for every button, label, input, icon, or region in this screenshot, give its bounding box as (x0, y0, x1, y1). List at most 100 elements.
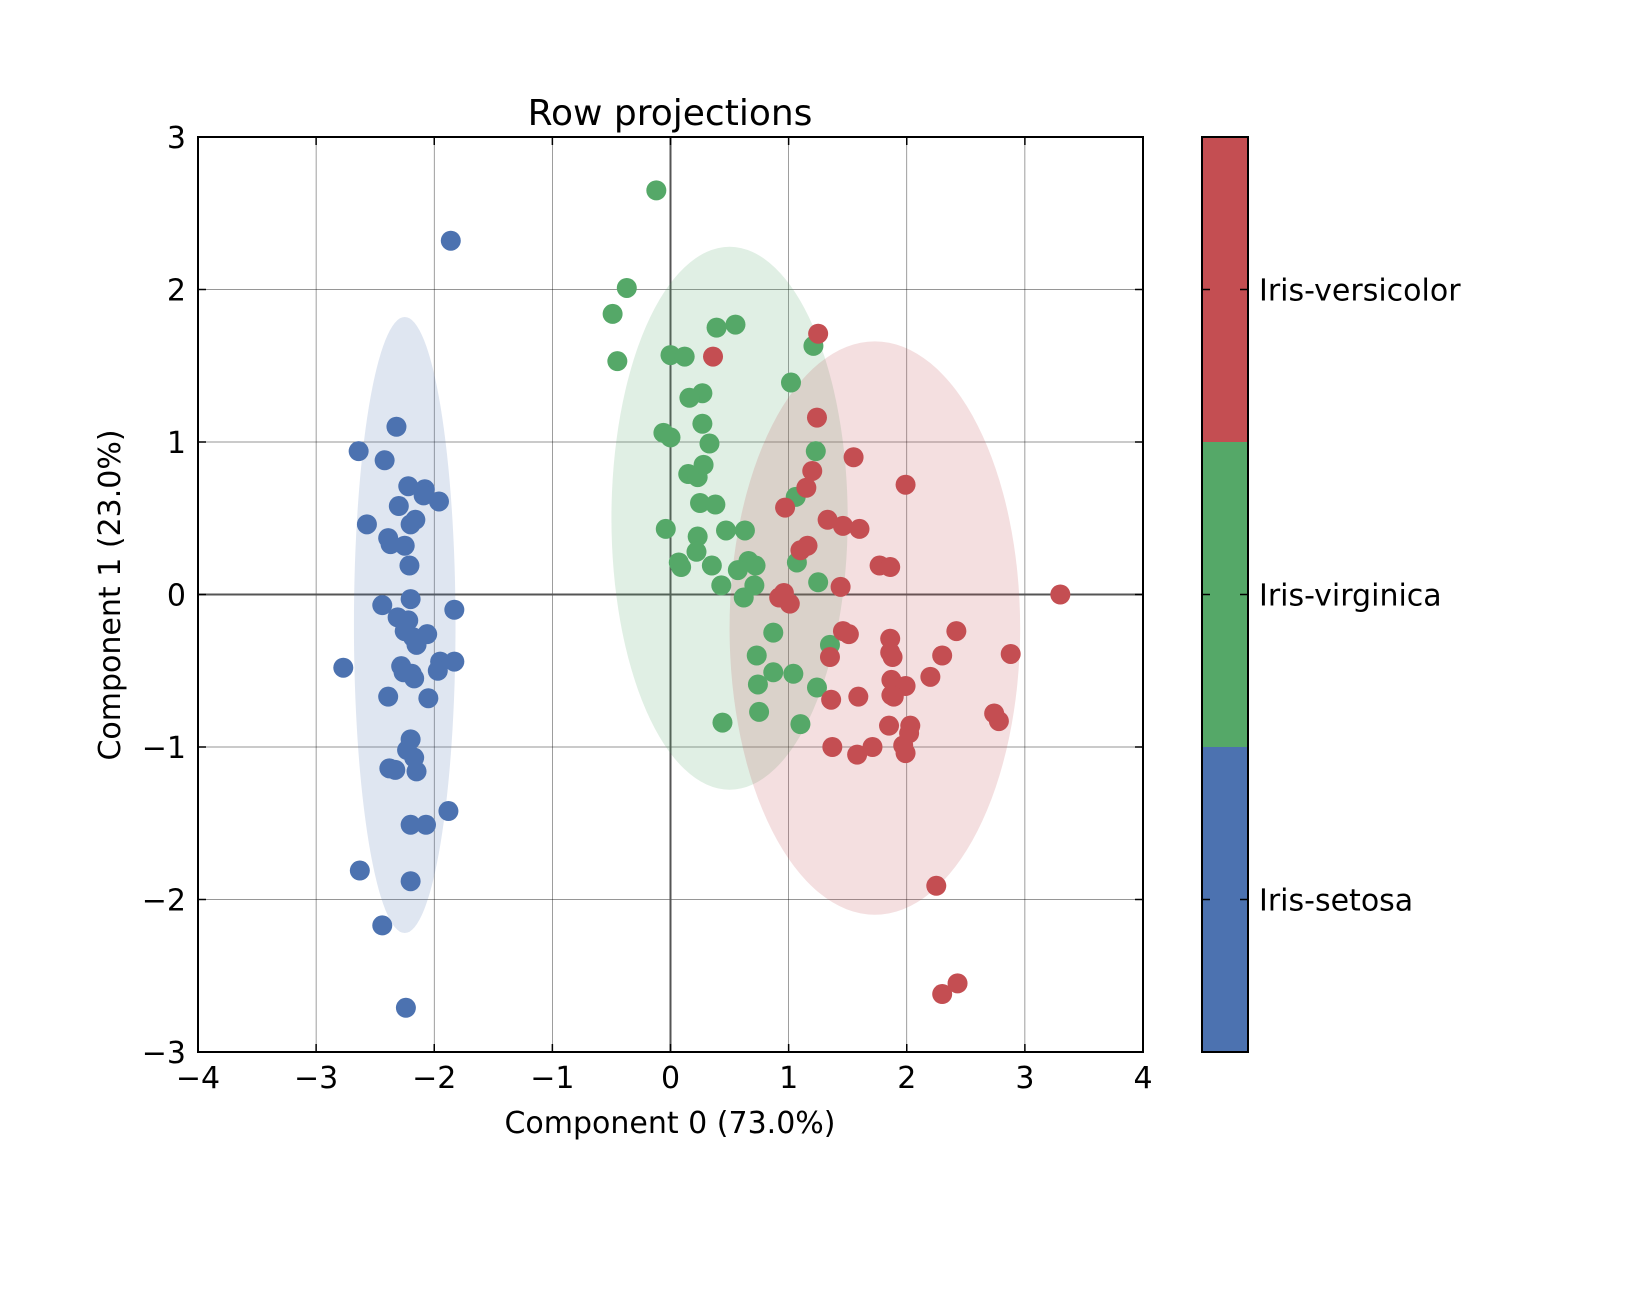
point-iris-virginica (655, 518, 676, 539)
point-iris-virginica (674, 346, 695, 367)
x-tick-label: −2 (412, 1061, 456, 1096)
point-iris-virginica (660, 427, 681, 448)
point-iris-virginica (716, 520, 737, 541)
colorbar-label: Iris-virginica (1259, 579, 1442, 614)
point-iris-versicolor (1000, 643, 1021, 664)
point-iris-versicolor (849, 518, 870, 539)
colorbar: Iris-setosa Iris-virginica Iris-versicolor (1201, 136, 1461, 1053)
point-iris-virginica (780, 372, 801, 393)
point-iris-virginica (679, 387, 700, 408)
point-iris-virginica (805, 441, 826, 462)
x-tick-label: −4 (176, 1061, 220, 1096)
point-iris-virginica (749, 701, 770, 722)
y-tick-label: 2 (167, 274, 186, 309)
chart-title: Row projections (528, 93, 813, 134)
point-iris-virginica (790, 714, 811, 735)
point-iris-virginica (687, 526, 708, 547)
point-iris-virginica (701, 555, 722, 576)
point-iris-versicolor (838, 624, 859, 645)
point-iris-versicolor (880, 628, 901, 649)
plot-area (197, 136, 1144, 1053)
point-iris-versicolor (895, 743, 916, 764)
point-iris-versicolor (808, 323, 829, 344)
point-iris-versicolor (819, 647, 840, 668)
point-iris-virginica (706, 317, 727, 338)
point-iris-setosa (372, 595, 393, 616)
point-iris-setosa (413, 485, 434, 506)
point-iris-setosa (386, 416, 407, 437)
x-tick-label: −3 (294, 1061, 338, 1096)
y-axis-label: Component 1 (23.0%) (93, 429, 128, 760)
point-iris-versicolor (988, 711, 1009, 732)
y-tick-label: 3 (167, 121, 186, 156)
point-iris-versicolor (822, 737, 843, 757)
point-iris-virginica (607, 351, 628, 372)
point-iris-virginica (646, 180, 667, 201)
point-iris-virginica (699, 433, 720, 454)
point-iris-virginica (690, 493, 711, 513)
point-iris-versicolor (932, 984, 953, 1005)
point-iris-setosa (400, 814, 421, 835)
point-iris-setosa (406, 634, 427, 655)
point-iris-setosa (444, 599, 465, 620)
point-iris-versicolor (920, 666, 941, 687)
point-iris-setosa (348, 441, 369, 462)
point-iris-versicolor (797, 535, 818, 556)
point-iris-setosa (356, 514, 377, 535)
point-iris-virginica (671, 557, 692, 578)
point-iris-setosa (440, 230, 461, 251)
point-iris-setosa (415, 814, 436, 835)
point-iris-setosa (374, 450, 395, 471)
point-iris-versicolor (882, 647, 903, 668)
point-iris-versicolor (848, 686, 869, 707)
point-iris-versicolor (775, 497, 796, 518)
x-axis-label: Component 0 (73.0%) (504, 1106, 835, 1141)
point-iris-versicolor (880, 557, 901, 578)
point-iris-setosa (385, 759, 406, 780)
point-iris-versicolor (832, 515, 853, 536)
point-iris-versicolor (843, 447, 864, 468)
point-iris-versicolor (806, 407, 827, 428)
point-iris-virginica (692, 413, 713, 434)
point-iris-versicolor (883, 686, 904, 707)
x-tick-label: 2 (897, 1061, 916, 1096)
point-iris-virginica (602, 303, 623, 324)
point-iris-setosa (400, 871, 421, 892)
point-iris-setosa (444, 651, 465, 672)
point-iris-virginica (763, 662, 784, 683)
point-iris-virginica (733, 587, 754, 608)
point-iris-virginica (808, 572, 829, 593)
point-iris-versicolor (796, 477, 817, 498)
point-iris-virginica (616, 277, 637, 298)
point-iris-versicolor (847, 744, 868, 765)
point-iris-setosa (418, 688, 439, 709)
point-iris-versicolor (1050, 584, 1071, 605)
point-iris-setosa (399, 555, 420, 576)
point-iris-virginica (725, 314, 746, 335)
point-iris-setosa (404, 668, 425, 689)
x-tick-label: 1 (779, 1061, 798, 1096)
point-iris-virginica (734, 520, 755, 541)
y-tick-label: 0 (167, 579, 186, 614)
point-iris-versicolor (946, 621, 967, 642)
point-iris-setosa (400, 589, 421, 610)
point-iris-setosa (438, 801, 459, 822)
colorbar-label: Iris-versicolor (1259, 274, 1461, 309)
y-tick-label: −3 (142, 1036, 186, 1071)
point-iris-virginica (763, 622, 784, 643)
x-tick-label: 3 (1015, 1061, 1034, 1096)
colorbar-frame (1201, 136, 1249, 1053)
point-iris-virginica (783, 663, 804, 684)
point-iris-setosa (428, 491, 449, 512)
point-iris-setosa (333, 657, 354, 678)
y-tick-label: 1 (167, 426, 186, 461)
point-iris-versicolor (830, 576, 851, 597)
point-iris-setosa (398, 476, 419, 497)
point-iris-versicolor (947, 973, 968, 994)
point-iris-setosa (395, 997, 416, 1018)
point-iris-versicolor (879, 715, 900, 736)
point-iris-versicolor (926, 875, 947, 896)
point-iris-versicolor (703, 346, 724, 367)
point-iris-virginica (806, 677, 827, 698)
